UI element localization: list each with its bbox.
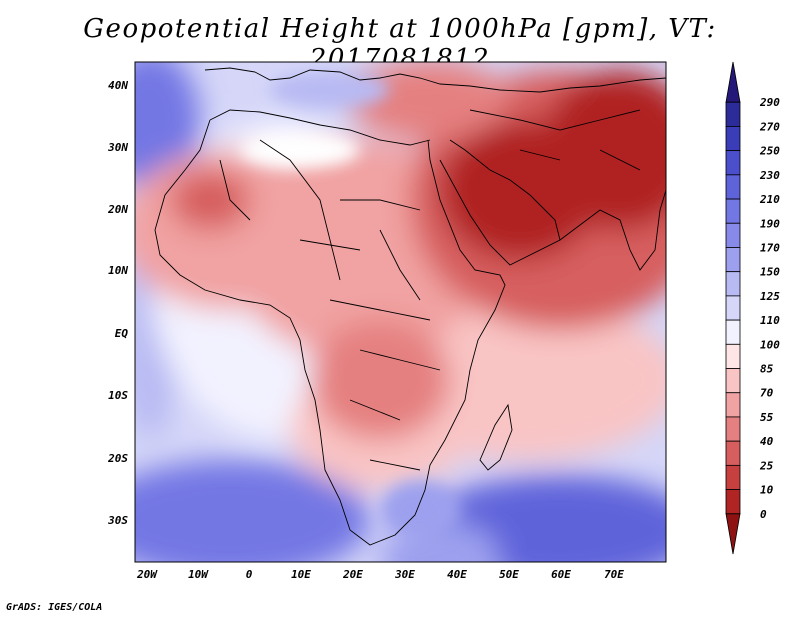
lon-label: 0 — [246, 568, 253, 581]
lon-axis: 20W 10W 0 10E 20E 30E 40E 50E 60E 70E — [136, 568, 624, 581]
lat-label: 40N — [108, 79, 128, 92]
colorbar: 2902702502302101901701501251101008570554… — [725, 61, 780, 555]
lat-label: 10S — [108, 389, 128, 402]
colorbar-swatch — [725, 174, 741, 200]
colorbar-swatch — [725, 440, 741, 466]
colorbar-label: 25 — [759, 459, 774, 472]
colorbar-swatch — [725, 150, 741, 176]
colorbar-swatch — [725, 416, 741, 442]
colorbar-swatch — [725, 368, 741, 394]
colorbar-label: 190 — [760, 217, 780, 230]
lat-axis: 40N 30N 20N 10N EQ 10S 20S 30S — [107, 79, 128, 527]
lat-label: 30N — [107, 141, 128, 154]
colorbar-swatch — [725, 513, 741, 555]
colorbar-label: 170 — [760, 241, 780, 254]
lon-label: 60E — [551, 568, 571, 581]
colorbar-swatch — [725, 101, 741, 127]
colorbar-label: 110 — [760, 314, 780, 327]
colorbar-swatch — [725, 271, 741, 297]
colorbar-label: 150 — [760, 266, 780, 279]
lat-label: 20N — [107, 203, 128, 216]
colorbar-swatch — [725, 464, 741, 490]
colorbar-label: 270 — [759, 120, 780, 133]
colorbar-label: 10 — [760, 484, 774, 497]
map-frame — [134, 61, 667, 563]
colorbar-label: 210 — [759, 193, 780, 206]
lat-label: 20S — [107, 452, 128, 465]
colorbar-label: 230 — [759, 169, 780, 182]
lon-label: 10W — [188, 568, 209, 581]
colorbar-swatch — [725, 61, 741, 103]
footer-credit: GrADS: IGES/COLA — [6, 602, 103, 613]
coastlines — [154, 67, 666, 546]
lon-label: 20W — [136, 568, 158, 581]
colorbar-swatch — [725, 198, 741, 224]
lon-label: 50E — [499, 568, 519, 581]
colorbar-label: 100 — [760, 338, 780, 351]
lat-label: 30S — [107, 514, 128, 527]
lat-label: 10N — [108, 264, 128, 277]
colorbar-swatch — [725, 489, 741, 515]
lon-label: 30E — [394, 568, 415, 581]
lat-label: EQ — [115, 327, 129, 340]
colorbar-label: 290 — [759, 96, 780, 109]
colorbar-label: 70 — [760, 387, 774, 400]
height-field — [135, 62, 666, 562]
lon-label: 10E — [291, 568, 311, 581]
colorbar-swatch — [725, 392, 741, 418]
colorbar-swatch — [725, 319, 741, 345]
colorbar-swatch — [725, 247, 741, 273]
colorbar-label: 40 — [760, 435, 774, 448]
colorbar-swatch — [725, 343, 741, 369]
lon-label: 40E — [447, 568, 467, 581]
colorbar-label: 125 — [760, 290, 780, 303]
chart-title: Geopotential Height at 1000hPa [gpm], VT… — [83, 14, 717, 74]
lon-label: 70E — [604, 568, 624, 581]
colorbar-label: 250 — [759, 145, 780, 158]
colorbar-swatch — [725, 126, 741, 152]
colorbar-swatch — [725, 222, 741, 248]
colorbar-swatch — [725, 295, 741, 321]
colorbar-label: 55 — [760, 411, 774, 424]
colorbar-label: 0 — [760, 508, 767, 521]
lon-label: 20E — [342, 568, 363, 581]
colorbar-label: 85 — [760, 363, 774, 376]
